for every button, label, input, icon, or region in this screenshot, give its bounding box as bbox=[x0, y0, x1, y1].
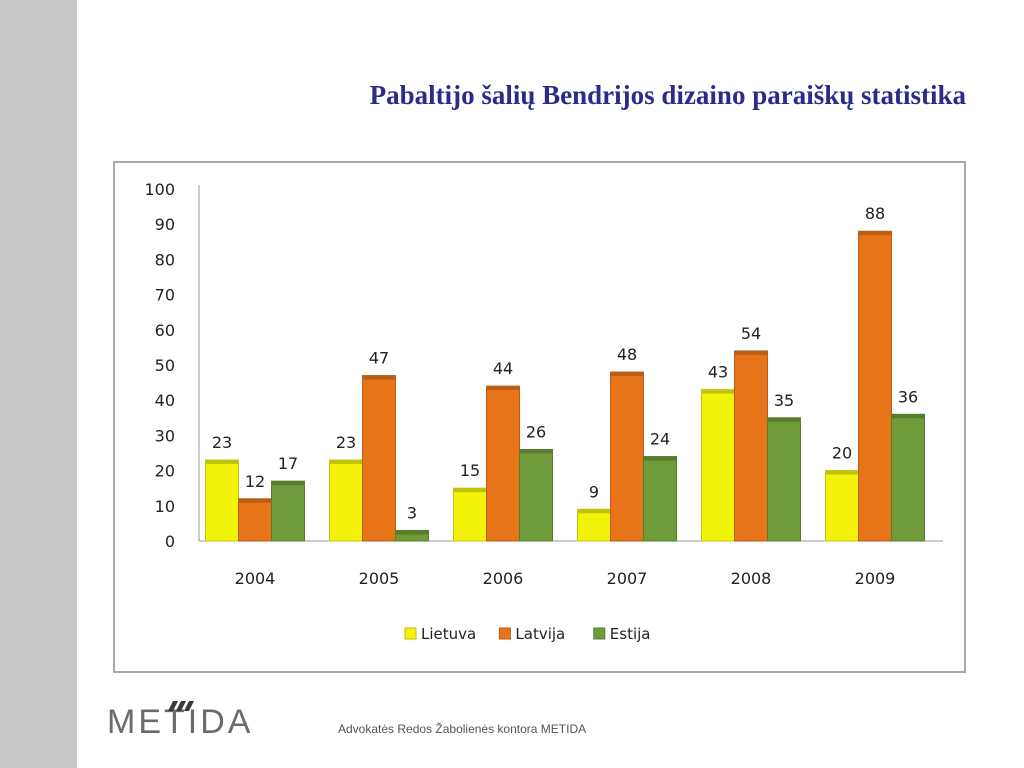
data-label: 44 bbox=[493, 359, 513, 378]
y-tick-label: 20 bbox=[155, 462, 175, 481]
bar-estija-2009 bbox=[891, 413, 925, 542]
bar-top-lietuva-2004 bbox=[205, 460, 239, 465]
bar-top-lietuva-2005 bbox=[329, 460, 363, 465]
bar-lietuva-2007 bbox=[577, 508, 611, 542]
side-bar bbox=[0, 0, 77, 768]
legend-swatch-estija bbox=[593, 627, 606, 640]
bar-top-latvija-2008 bbox=[734, 350, 768, 355]
data-label: 88 bbox=[865, 204, 885, 223]
data-label: 47 bbox=[369, 349, 389, 368]
bar-lietuva-2004 bbox=[205, 459, 239, 542]
data-label: 15 bbox=[460, 461, 480, 480]
y-tick-label: 40 bbox=[155, 391, 175, 410]
legend-label-lietuva: Lietuva bbox=[421, 625, 476, 643]
x-tick-label: 2004 bbox=[235, 569, 276, 588]
bar-top-latvija-2005 bbox=[362, 375, 396, 380]
bar-estija-2008 bbox=[767, 417, 801, 542]
bar-top-estija-2004 bbox=[271, 481, 305, 486]
data-label: 23 bbox=[212, 433, 232, 452]
y-tick-label: 100 bbox=[144, 180, 175, 199]
bar-top-latvija-2006 bbox=[486, 386, 520, 391]
bar-estija-2004 bbox=[271, 480, 305, 542]
bar-top-estija-2006 bbox=[519, 449, 553, 454]
metida-logo: METIDA bbox=[107, 701, 250, 741]
bar-top-estija-2005 bbox=[395, 530, 429, 535]
y-tick-label: 90 bbox=[155, 215, 175, 234]
data-label: 48 bbox=[617, 345, 637, 364]
bar-top-lietuva-2006 bbox=[453, 488, 487, 493]
bar-latvija-2005 bbox=[362, 375, 396, 542]
bar-estija-2007 bbox=[643, 456, 677, 542]
bar-top-latvija-2004 bbox=[238, 498, 272, 503]
bar-latvija-2008 bbox=[734, 350, 768, 542]
footer-caption: Advokatės Redos Žabolienės kontora METID… bbox=[338, 722, 587, 736]
bar-top-lietuva-2007 bbox=[577, 509, 611, 514]
chart-frame: 0 10 20 30 40 50 60 70 80 90 100 23 12 17 2004 23 47 3 200… bbox=[113, 161, 966, 673]
data-label: 35 bbox=[774, 391, 794, 410]
bar-top-latvija-2007 bbox=[610, 372, 644, 377]
slide-title: Pabaltijo šalių Bendrijos dizaino paraiš… bbox=[369, 80, 966, 110]
data-label: 36 bbox=[898, 387, 918, 406]
y-tick-label: 60 bbox=[155, 321, 175, 340]
bar-top-latvija-2009 bbox=[858, 231, 892, 236]
y-tick-label: 0 bbox=[165, 532, 175, 551]
bar-top-lietuva-2008 bbox=[701, 389, 735, 394]
data-label: 26 bbox=[526, 422, 546, 441]
bar-latvija-2004 bbox=[238, 498, 272, 542]
legend-label-estija: Estija bbox=[610, 625, 651, 643]
y-tick-label: 30 bbox=[155, 426, 175, 445]
data-label: 3 bbox=[407, 503, 417, 522]
data-label: 9 bbox=[589, 482, 599, 501]
x-tick-label: 2006 bbox=[483, 569, 524, 588]
x-tick-label: 2008 bbox=[731, 569, 772, 588]
bar-latvija-2009 bbox=[858, 230, 892, 542]
bar-estija-2006 bbox=[519, 448, 553, 542]
data-label: 17 bbox=[278, 454, 298, 473]
bar-chart: 0 10 20 30 40 50 60 70 80 90 100 23 12 17 2004 23 47 3 200… bbox=[144, 180, 943, 643]
x-tick-label: 2005 bbox=[359, 569, 400, 588]
y-tick-label: 50 bbox=[155, 356, 175, 375]
data-label: 20 bbox=[832, 444, 852, 463]
x-tick-label: 2009 bbox=[855, 569, 896, 588]
data-label: 12 bbox=[245, 472, 265, 491]
bar-lietuva-2008 bbox=[701, 389, 735, 542]
logo-accent-strokes bbox=[168, 701, 194, 711]
bar-lietuva-2005 bbox=[329, 459, 363, 542]
legend-swatch-lietuva bbox=[404, 627, 417, 640]
y-tick-label: 10 bbox=[155, 497, 175, 516]
legend-label-latvija: Latvija bbox=[515, 625, 565, 643]
data-label: 24 bbox=[650, 430, 670, 449]
legend-swatch-latvija bbox=[498, 627, 511, 640]
bar-top-lietuva-2009 bbox=[825, 470, 859, 475]
bar-lietuva-2009 bbox=[825, 470, 859, 542]
x-tick-label: 2007 bbox=[607, 569, 648, 588]
data-label: 54 bbox=[741, 324, 761, 343]
bar-top-estija-2007 bbox=[643, 456, 677, 461]
y-tick-label: 70 bbox=[155, 286, 175, 305]
data-label: 23 bbox=[336, 433, 356, 452]
data-label: 43 bbox=[708, 363, 728, 382]
y-tick-label: 80 bbox=[155, 250, 175, 269]
bar-latvija-2007 bbox=[610, 371, 644, 542]
bar-top-estija-2008 bbox=[767, 417, 801, 422]
bar-latvija-2006 bbox=[486, 385, 520, 542]
bar-lietuva-2006 bbox=[453, 487, 487, 542]
bar-top-estija-2009 bbox=[891, 414, 925, 419]
